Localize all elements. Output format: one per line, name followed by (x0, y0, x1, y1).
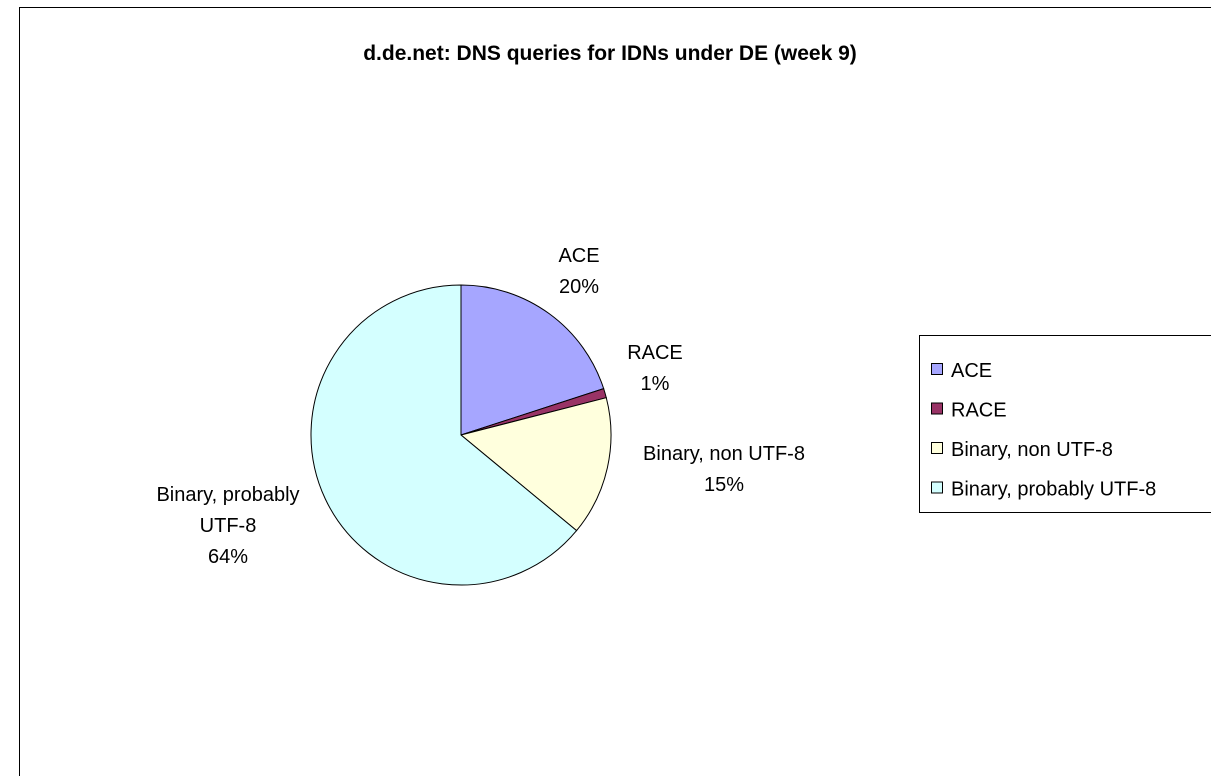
slice-percent: 64% (207, 546, 249, 568)
slice-label: ACE 20% (519, 241, 639, 303)
slice-category: Binary, non UTF-8 (643, 443, 805, 465)
legend-label: ACE (951, 360, 992, 382)
slice-category: RACE (627, 342, 683, 364)
slice-label: Binary, probably UTF-8 64% (141, 480, 316, 573)
legend-box (919, 335, 1211, 513)
legend-swatch (931, 442, 943, 454)
slice-label: RACE 1% (595, 338, 715, 400)
legend-swatch (931, 402, 943, 415)
legend-label: RACE (951, 400, 1007, 422)
slice-category: ACE (558, 245, 600, 267)
legend-swatch (931, 481, 943, 494)
slice-percent: 1% (640, 373, 670, 395)
legend-label: Binary, non UTF-8 (951, 439, 1113, 461)
pie-slice (310, 284, 578, 586)
slice-category: Binary, probably UTF-8 (156, 484, 300, 537)
pie-slice (459, 397, 612, 532)
pie-slice (460, 284, 605, 436)
slice-label: Binary, non UTF-8 15% (604, 439, 844, 501)
slice-percent: 15% (703, 474, 745, 496)
slice-percent: 20% (558, 276, 600, 298)
chart-title: d.de.net: DNS queries for IDNs under DE … (363, 42, 857, 65)
legend-label: Binary, probably UTF-8 (951, 479, 1156, 501)
legend-swatch (931, 363, 943, 375)
